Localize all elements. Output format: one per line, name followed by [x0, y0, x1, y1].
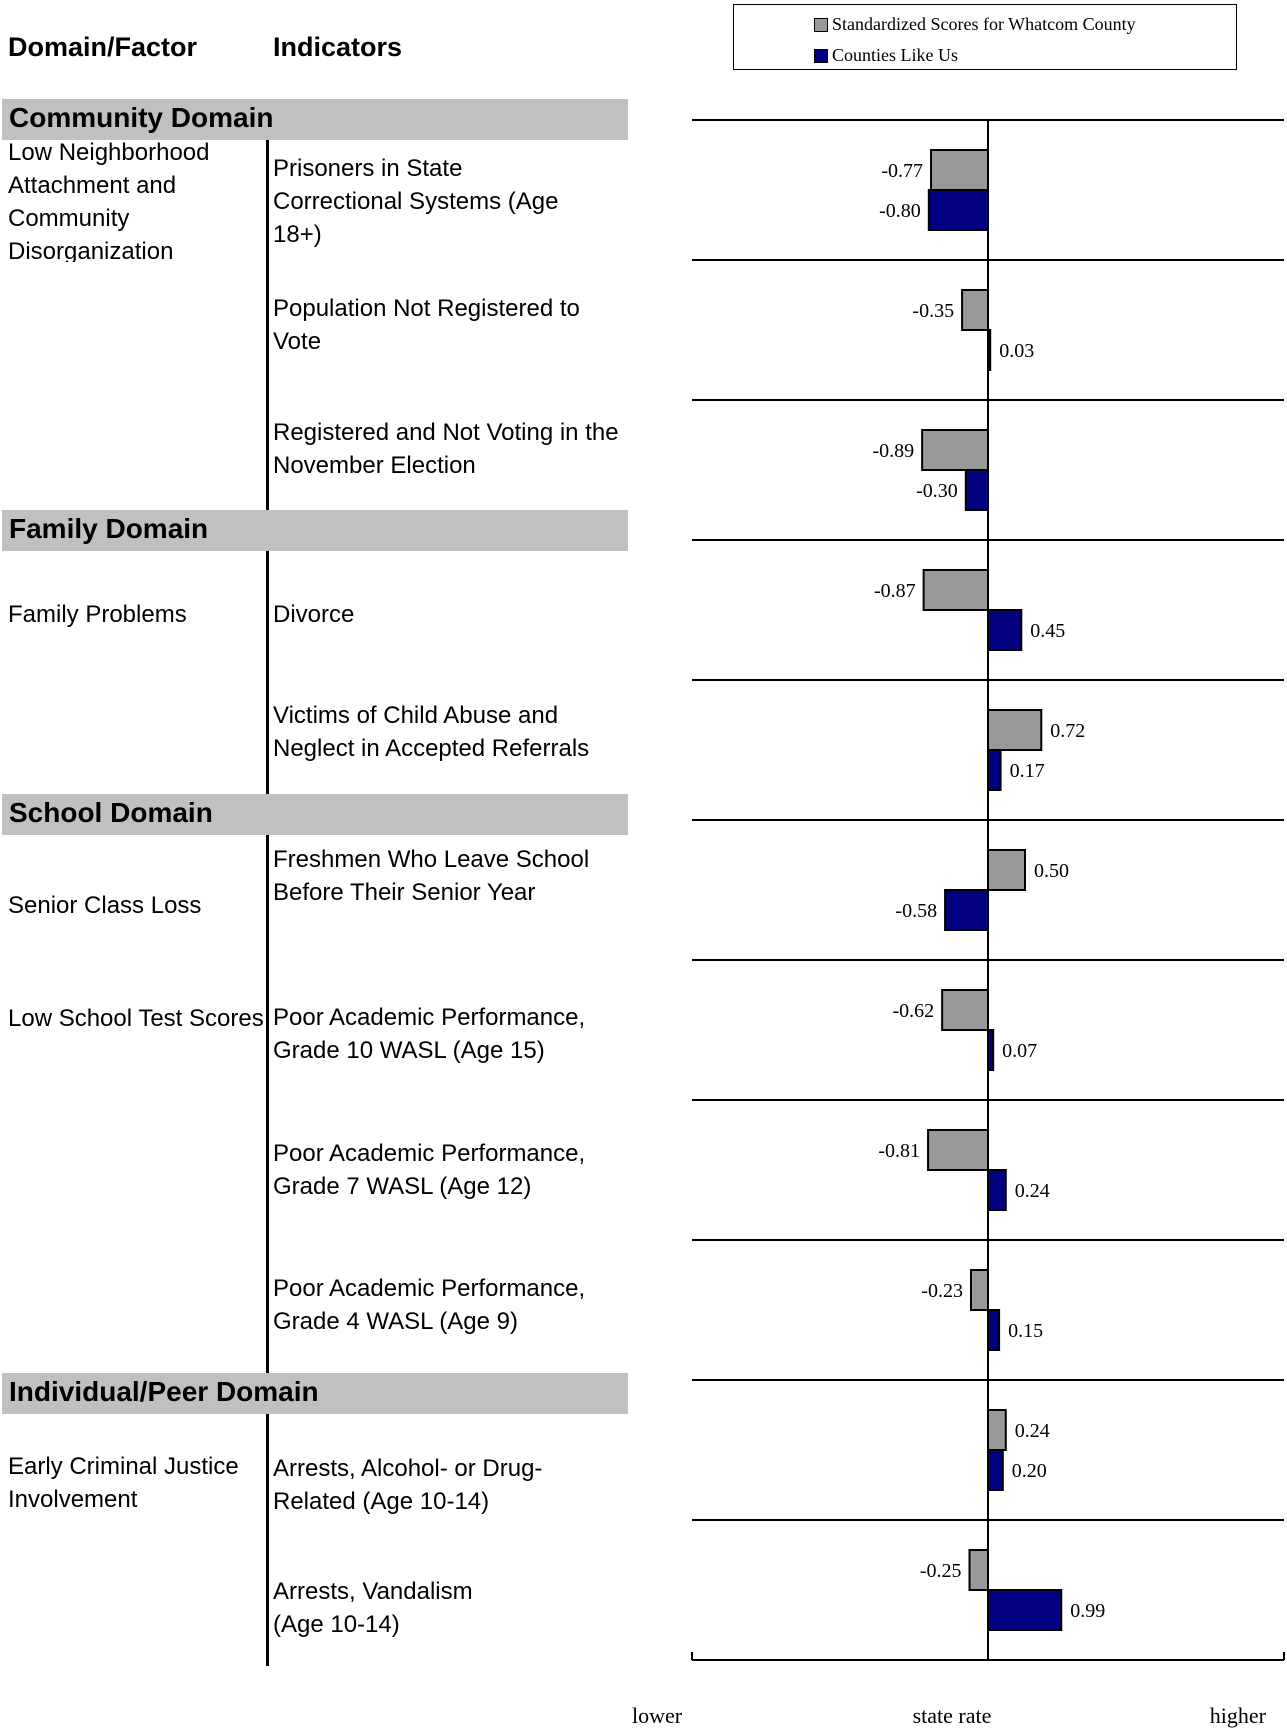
- domain-label: Family Domain: [9, 513, 209, 544]
- data-label-counties-like-us: 0.03: [999, 340, 1034, 362]
- domain-band-family: Family Domain: [2, 510, 628, 551]
- domain-label: Individual/Peer Domain: [9, 1376, 319, 1407]
- bar-counties-like-us: [987, 609, 1023, 651]
- data-label-counties-like-us: -0.58: [895, 900, 937, 922]
- indicators-header: Indicators: [273, 32, 403, 62]
- factor-label: Low School Test Scores: [8, 1005, 264, 1032]
- bar-whatcom: [922, 569, 989, 611]
- domain-band-community: Community Domain: [2, 99, 628, 140]
- indicator-label: Victims of Child Abuse and Neglect in Ac…: [273, 702, 590, 762]
- data-label-counties-like-us: 0.45: [1030, 620, 1065, 642]
- bar-counties-like-us: [987, 749, 1002, 791]
- factor-label: Low Neighborhood Attachment and Communit…: [8, 139, 210, 262]
- data-label-whatcom: -0.62: [892, 1000, 934, 1022]
- data-label-counties-like-us: 0.99: [1070, 1600, 1105, 1622]
- bar-counties-like-us: [944, 889, 990, 931]
- data-label-whatcom: -0.87: [874, 580, 916, 602]
- bar-counties-like-us: [927, 189, 989, 231]
- bar-whatcom: [987, 849, 1026, 891]
- data-label-whatcom: -0.23: [921, 1280, 963, 1302]
- column-divider: [266, 1414, 269, 1666]
- data-label-counties-like-us: 0.17: [1010, 760, 1045, 782]
- data-label-counties-like-us: -0.30: [916, 480, 958, 502]
- bar-counties-like-us: [964, 469, 989, 511]
- bar-counties-like-us: [987, 1589, 1063, 1631]
- data-label-whatcom: -0.25: [920, 1560, 962, 1582]
- legend-label-whatcom: Standardized Scores for Whatcom County: [832, 14, 1136, 34]
- data-label-counties-like-us: 0.20: [1012, 1460, 1047, 1482]
- legend-item-whatcom: Standardized Scores for Whatcom County: [814, 14, 1136, 35]
- data-label-whatcom: 0.24: [1015, 1420, 1050, 1442]
- indicator-label: Population Not Registered to Vote: [273, 295, 580, 355]
- indicator-label: Divorce: [273, 601, 355, 628]
- indicator-label: Poor Academic Performance, Grade 4 WASL …: [273, 1275, 586, 1335]
- indicator-label: Arrests, Vandalism (Age 10-14): [273, 1578, 473, 1638]
- legend-item-counties: Counties Like Us: [814, 45, 958, 66]
- factor-label: Senior Class Loss: [8, 892, 202, 919]
- data-label-counties-like-us: 0.07: [1002, 1040, 1037, 1062]
- bar-whatcom: [987, 1409, 1007, 1451]
- bar-whatcom: [987, 709, 1043, 751]
- data-label-whatcom: -0.89: [872, 440, 914, 462]
- column-divider: [266, 835, 269, 1373]
- bar-whatcom: [930, 149, 990, 191]
- indicator-label: Poor Academic Performance, Grade 10 WASL…: [273, 1004, 586, 1064]
- axis-label-state-rate: state rate: [913, 1703, 992, 1728]
- domain-factor-header: Domain/Factor: [8, 32, 198, 62]
- data-label-whatcom: -0.77: [881, 160, 923, 182]
- domain-label: School Domain: [9, 797, 213, 828]
- column-divider: [266, 140, 269, 510]
- data-label-counties-like-us: -0.80: [879, 200, 921, 222]
- data-label-whatcom: 0.72: [1050, 720, 1085, 742]
- bar-whatcom: [961, 289, 989, 331]
- data-label-whatcom: 0.50: [1034, 860, 1069, 882]
- indicator-label: Freshmen Who Leave School Before Their S…: [273, 846, 590, 906]
- domain-band-individual-peer: Individual/Peer Domain: [2, 1373, 628, 1414]
- chart-legend: Standardized Scores for Whatcom County C…: [733, 4, 1237, 70]
- bar-counties-like-us: [987, 1309, 1001, 1351]
- axis-label-lower: lower: [632, 1703, 683, 1728]
- domain-label: Community Domain: [9, 102, 274, 133]
- bar-counties-like-us: [987, 1169, 1007, 1211]
- indicator-label: Arrests, Alcohol- or Drug-Related (Age 1…: [273, 1455, 543, 1515]
- factor-label: Family Problems: [8, 601, 187, 628]
- data-label-whatcom: -0.35: [912, 300, 954, 322]
- bar-whatcom: [941, 989, 989, 1031]
- legend-label-counties: Counties Like Us: [832, 45, 958, 65]
- indicator-label: Prisoners in State Correctional Systems …: [273, 155, 559, 248]
- bar-whatcom: [921, 429, 990, 471]
- axis-label-higher: higher: [1210, 1703, 1267, 1728]
- legend-swatch-whatcom: [814, 17, 828, 32]
- column-divider: [266, 551, 269, 794]
- bar-whatcom: [968, 1549, 989, 1591]
- bar-counties-like-us: [987, 1449, 1004, 1491]
- factor-label: Early Criminal Justice Involvement: [8, 1453, 239, 1513]
- data-label-counties-like-us: 0.24: [1015, 1180, 1050, 1202]
- data-label-whatcom: -0.81: [878, 1140, 920, 1162]
- domain-band-school: School Domain: [2, 794, 628, 835]
- indicator-label: Poor Academic Performance, Grade 7 WASL …: [273, 1140, 586, 1200]
- bar-whatcom: [927, 1129, 989, 1171]
- indicator-label: Registered and Not Voting in the Novembe…: [273, 419, 619, 479]
- legend-swatch-counties: [814, 48, 828, 63]
- data-label-counties-like-us: 0.15: [1008, 1320, 1043, 1342]
- bar-whatcom: [969, 1269, 989, 1311]
